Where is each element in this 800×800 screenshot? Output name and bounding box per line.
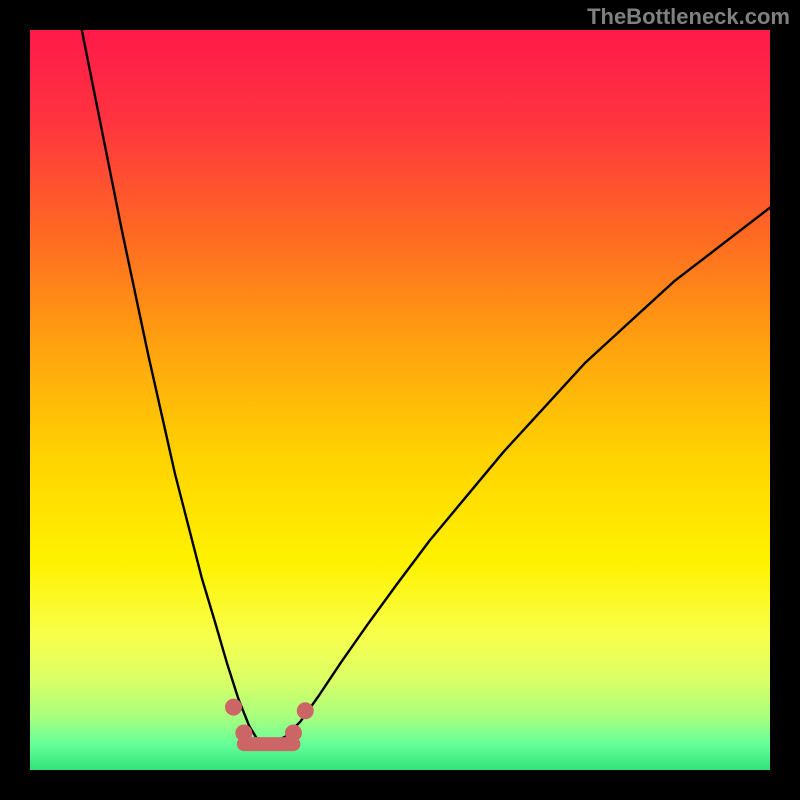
highlight-dot	[235, 725, 252, 742]
watermark-text: TheBottleneck.com	[587, 4, 790, 30]
gradient-background	[30, 30, 770, 770]
chart-container: TheBottleneck.com	[0, 0, 800, 800]
highlight-dot	[225, 699, 242, 716]
highlight-dot	[285, 725, 302, 742]
highlight-dot	[297, 702, 314, 719]
chart-svg	[0, 0, 800, 800]
